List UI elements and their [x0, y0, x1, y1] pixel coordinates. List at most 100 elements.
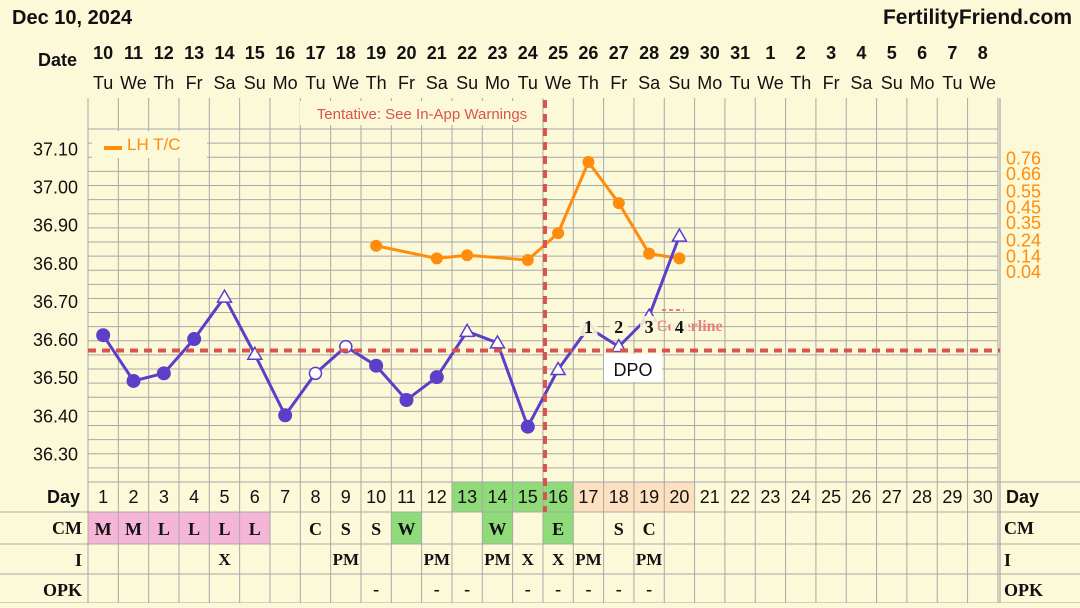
y-right-tick: 0.24 — [1006, 230, 1041, 250]
weekday-label: Mo — [273, 73, 298, 93]
y-left-tick: 36.90 — [33, 216, 78, 236]
dpo-number: 3 — [645, 317, 654, 337]
cm-cell: L — [188, 519, 200, 539]
y-left-tick: 36.80 — [33, 254, 78, 274]
weekday-label: Tu — [730, 73, 750, 93]
date-number: 18 — [336, 43, 356, 63]
intercourse-cell: PM — [484, 550, 510, 569]
weekday-label: Th — [578, 73, 599, 93]
cycle-day-number: 22 — [730, 487, 750, 507]
cm-cell-fill — [542, 512, 574, 544]
temp-point — [369, 358, 384, 373]
cm-row-label-right: CM — [1004, 518, 1034, 538]
cm-cell: C — [643, 519, 656, 539]
cm-cell: S — [614, 519, 624, 539]
weekday-label: Mo — [485, 73, 510, 93]
weekday-label: Mo — [697, 73, 722, 93]
dpo-label-box — [604, 354, 662, 382]
temp-point — [429, 370, 444, 385]
cm-cell-fill — [482, 512, 513, 544]
weekday-label: Sa — [213, 73, 236, 93]
y-left-tick: 37.00 — [33, 177, 78, 197]
y-right-tick: 0.45 — [1006, 197, 1041, 217]
date-number: 11 — [124, 43, 143, 63]
cm-cell: L — [218, 519, 230, 539]
cm-cell: C — [309, 519, 322, 539]
day-highlight-cell — [633, 482, 665, 512]
weekday-label: Sa — [426, 73, 449, 93]
cycle-day-number: 23 — [760, 487, 780, 507]
dpo-label: DPO — [613, 360, 652, 380]
y-left-tick: 36.50 — [33, 368, 78, 388]
cycle-day-number: 14 — [487, 487, 507, 507]
temp-point — [549, 361, 567, 376]
date-number: 27 — [609, 43, 629, 63]
weekday-label: Th — [153, 73, 174, 93]
lh-point — [521, 254, 534, 266]
date-number: 12 — [154, 43, 174, 63]
intercourse-cell: PM — [333, 550, 359, 569]
i-row-label: I — [75, 550, 82, 570]
y-left-tick: 36.30 — [33, 444, 78, 464]
cycle-day-number: 21 — [700, 487, 720, 507]
day-highlight-cell — [512, 482, 543, 512]
weekday-label: We — [969, 73, 996, 93]
cm-cell: M — [95, 519, 112, 539]
intercourse-cell: PM — [636, 550, 662, 569]
coverline-label: Coverline — [656, 318, 723, 335]
date-number: 22 — [457, 43, 477, 63]
grid-layer — [88, 482, 695, 544]
date-number: 4 — [856, 43, 866, 63]
legend-box — [92, 131, 207, 158]
opk-row-label-right: OPK — [1004, 580, 1043, 600]
intercourse-cell: X — [552, 550, 565, 569]
temp-point — [216, 288, 233, 303]
cycle-day-number: 17 — [578, 487, 598, 507]
cm-cell-fill — [148, 512, 179, 544]
y-right-tick: 0.14 — [1006, 246, 1041, 266]
date-number: 25 — [548, 43, 568, 63]
lh-point — [643, 247, 656, 260]
cycle-day-number: 19 — [639, 487, 659, 507]
weekday-label: We — [545, 73, 572, 93]
date-number: 17 — [305, 43, 325, 63]
y-left-tick: 36.40 — [33, 406, 78, 426]
temp-point — [126, 373, 141, 388]
y-left-tick: 36.70 — [33, 292, 78, 312]
dpo-number: 1 — [584, 317, 593, 337]
header-date: Dec 10, 2024 — [12, 7, 133, 29]
warning-box — [300, 101, 542, 125]
temp-point — [308, 366, 323, 381]
opk-row-label: OPK — [43, 580, 82, 600]
date-number: 13 — [184, 43, 204, 63]
dpo-number-bg — [670, 316, 689, 336]
cm-cell: E — [552, 519, 564, 539]
intercourse-cell: X — [218, 550, 231, 569]
weekday-label: Fr — [610, 73, 627, 93]
weekday-label: Su — [881, 73, 903, 93]
date-number: 1 — [765, 43, 775, 63]
date-number: 19 — [366, 43, 386, 63]
weekday-label: Fr — [186, 73, 203, 93]
day-highlight-cell — [664, 482, 695, 512]
opk-cell: - — [525, 579, 531, 599]
cycle-day-number: 12 — [427, 487, 447, 507]
y-left-tick: 37.10 — [33, 139, 78, 159]
y-right-tick: 0.76 — [1006, 148, 1041, 168]
weekday-label: Su — [668, 73, 690, 93]
day-highlight-cell — [451, 482, 483, 512]
y-right-tick: 0.55 — [1006, 181, 1041, 201]
cycle-day-number: 29 — [942, 487, 962, 507]
weekday-label: Tu — [518, 73, 538, 93]
weekday-label: Tu — [305, 73, 325, 93]
date-number: 30 — [700, 43, 720, 63]
date-number: 29 — [669, 43, 689, 63]
weekday-label: Mo — [910, 73, 935, 93]
cycle-day-number: 13 — [457, 487, 477, 507]
date-number: 8 — [978, 43, 988, 63]
date-number: 6 — [917, 43, 927, 63]
cycle-day-number: 28 — [912, 487, 932, 507]
day-row-label: Day — [47, 487, 80, 507]
weekday-label: Fr — [398, 73, 415, 93]
